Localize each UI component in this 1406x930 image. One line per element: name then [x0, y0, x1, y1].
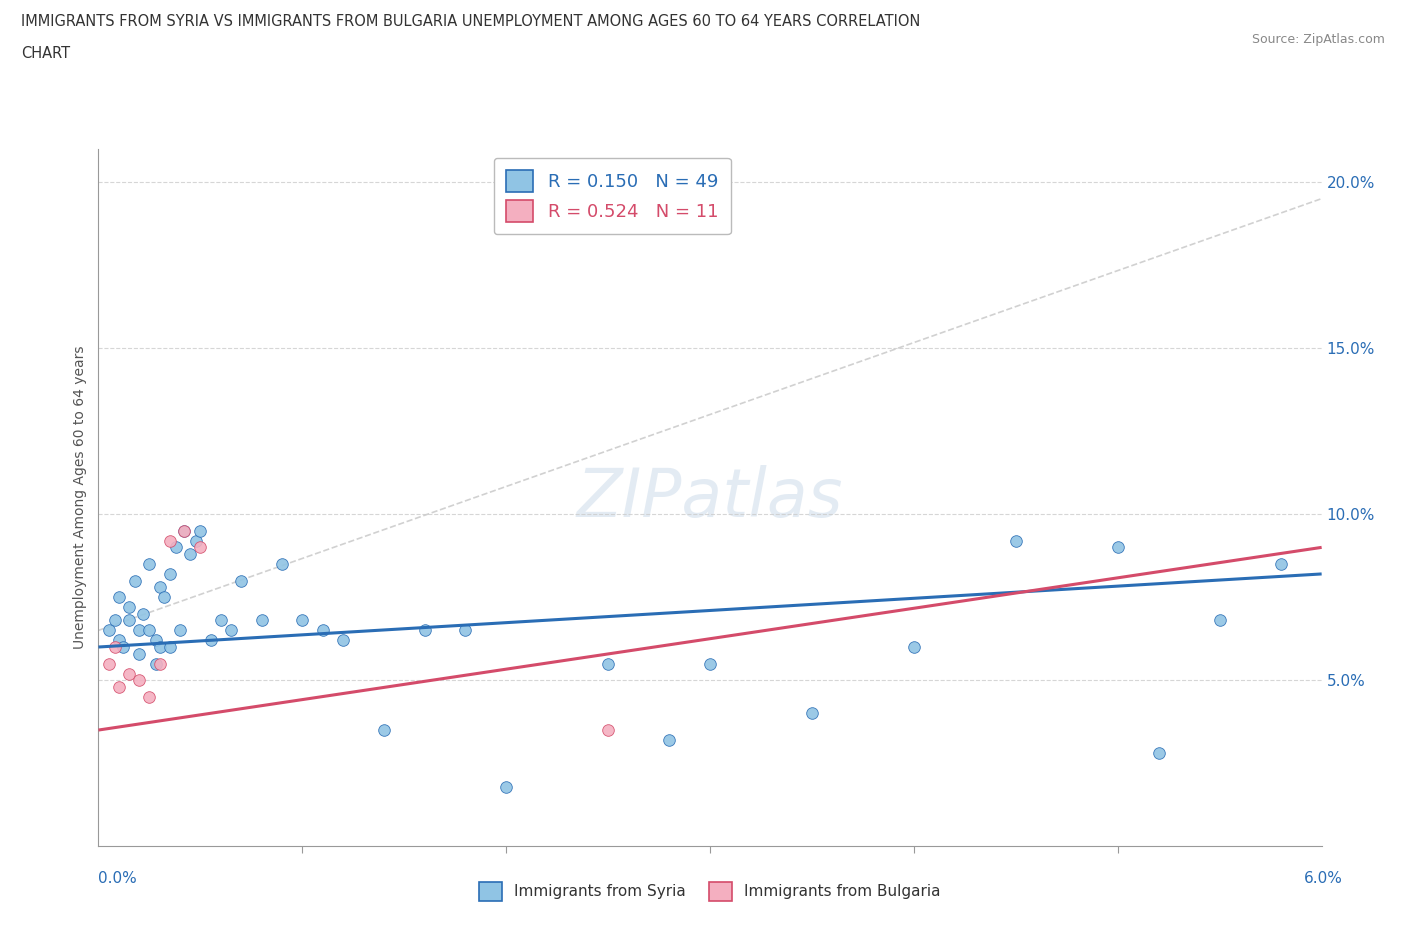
Point	[229, 573, 253, 588]
Text: CHART: CHART	[21, 46, 70, 61]
Point	[149, 640, 172, 655]
Point	[186, 533, 208, 548]
Point	[596, 657, 619, 671]
Point	[200, 633, 222, 648]
Text: 6.0%: 6.0%	[1303, 871, 1343, 886]
Point	[138, 689, 160, 704]
Point	[118, 600, 141, 615]
Point	[219, 623, 242, 638]
Point	[128, 623, 150, 638]
Point	[111, 640, 134, 655]
Point	[165, 540, 187, 555]
Point	[138, 623, 160, 638]
Point	[209, 613, 232, 628]
Point	[270, 556, 292, 571]
Point	[108, 680, 131, 695]
Point	[159, 533, 181, 548]
Point	[596, 723, 619, 737]
Point	[104, 640, 127, 655]
Text: Source: ZipAtlas.com: Source: ZipAtlas.com	[1251, 33, 1385, 46]
Point	[169, 623, 191, 638]
Point	[145, 633, 167, 648]
Point	[128, 646, 150, 661]
Point	[159, 566, 181, 581]
Point	[149, 657, 172, 671]
Point	[1107, 540, 1129, 555]
Point	[159, 640, 181, 655]
Point	[373, 723, 395, 737]
Point	[128, 672, 150, 687]
Point	[118, 613, 141, 628]
Point	[903, 640, 925, 655]
Point	[132, 606, 155, 621]
Point	[291, 613, 314, 628]
Point	[454, 623, 477, 638]
Point	[1270, 556, 1292, 571]
Text: IMMIGRANTS FROM SYRIA VS IMMIGRANTS FROM BULGARIA UNEMPLOYMENT AMONG AGES 60 TO : IMMIGRANTS FROM SYRIA VS IMMIGRANTS FROM…	[21, 14, 921, 29]
Point	[311, 623, 335, 638]
Point	[658, 733, 681, 748]
Point	[149, 579, 172, 594]
Y-axis label: Unemployment Among Ages 60 to 64 years: Unemployment Among Ages 60 to 64 years	[73, 346, 87, 649]
Point	[495, 779, 517, 794]
Legend: Immigrants from Syria, Immigrants from Bulgaria: Immigrants from Syria, Immigrants from B…	[471, 874, 949, 909]
Point	[179, 547, 201, 562]
Point	[332, 633, 354, 648]
Point	[801, 706, 824, 721]
Point	[108, 590, 131, 604]
Point	[97, 657, 120, 671]
Text: ZIPatlas: ZIPatlas	[576, 465, 844, 530]
Point	[1004, 533, 1026, 548]
Point	[173, 524, 195, 538]
Point	[188, 540, 211, 555]
Point	[145, 657, 167, 671]
Text: 0.0%: 0.0%	[98, 871, 138, 886]
Point	[188, 524, 211, 538]
Point	[118, 666, 141, 681]
Point	[108, 633, 131, 648]
Point	[97, 623, 120, 638]
Point	[173, 524, 195, 538]
Point	[1208, 613, 1230, 628]
Point	[138, 556, 160, 571]
Point	[104, 613, 127, 628]
Point	[124, 573, 146, 588]
Point	[1147, 746, 1170, 761]
Point	[413, 623, 436, 638]
Point	[699, 657, 721, 671]
Point	[152, 590, 174, 604]
Point	[250, 613, 273, 628]
